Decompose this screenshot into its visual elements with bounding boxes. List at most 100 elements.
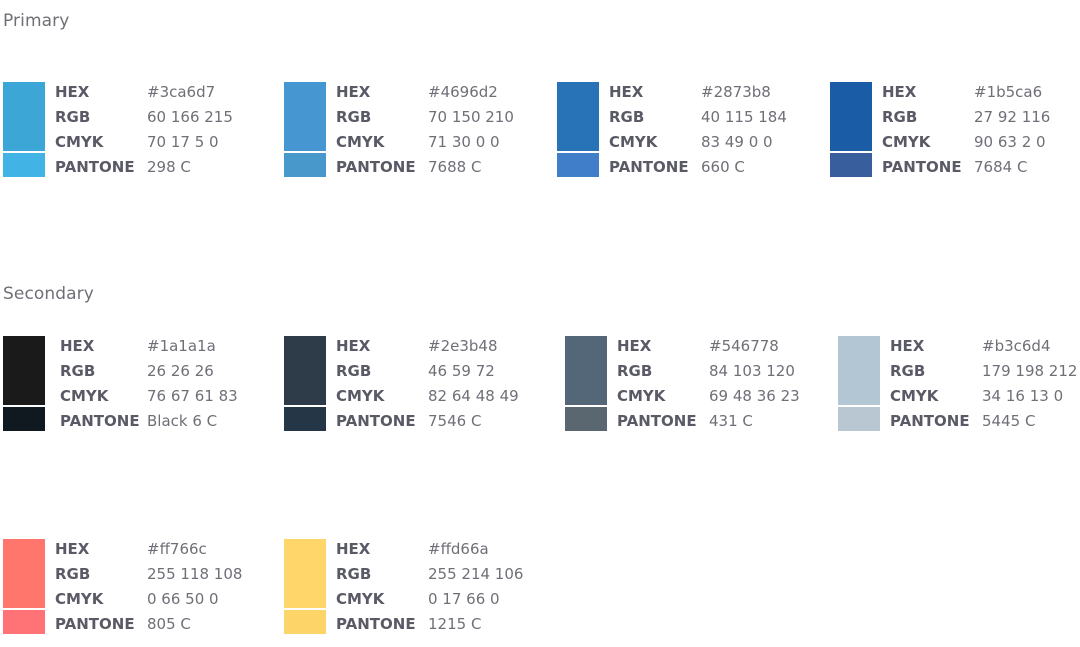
- pantone-value: Black 6 C: [147, 412, 218, 430]
- hex-value: #1a1a1a: [147, 337, 216, 355]
- color-spec-primary-2: HEX #4696d2 RGB 70 150 210 CMYK 71 30 0 0 PANT…: [284, 82, 544, 177]
- color-swatch: [557, 82, 599, 151]
- color-swatch: [3, 539, 45, 608]
- color-swatch: [284, 82, 326, 151]
- color-swatch: [565, 336, 607, 405]
- pantone-value: 660 C: [701, 158, 745, 176]
- cmyk-label: CMYK: [882, 133, 931, 151]
- pantone-label: PANTONE: [336, 412, 416, 430]
- pantone-value: 431 C: [709, 412, 753, 430]
- rgb-value: 255 118 108: [147, 565, 243, 583]
- cmyk-value: 34 16 13 0: [982, 387, 1064, 405]
- color-swatch: [838, 336, 880, 405]
- color-swatch: [830, 82, 872, 151]
- hex-value: #546778: [709, 337, 779, 355]
- color-spec-secondary-4: HEX #b3c6d4 RGB 179 198 212 CMYK 34 16 13 0 PA…: [838, 336, 1080, 431]
- color-spec-primary-4: HEX #1b5ca6 RGB 27 92 116 CMYK 90 63 2 0 PANTO…: [830, 82, 1080, 177]
- rgb-value: 27 92 116: [974, 108, 1051, 126]
- cmyk-label: CMYK: [336, 590, 385, 608]
- hex-label: HEX: [336, 337, 371, 355]
- hex-label: HEX: [60, 337, 95, 355]
- color-spec-accent-1: HEX #ff766c RGB 255 118 108 CMYK 0 66 50 0 PAN…: [3, 539, 263, 634]
- pantone-swatch: [830, 153, 872, 177]
- rgb-value: 40 115 184: [701, 108, 787, 126]
- cmyk-value: 70 17 5 0: [147, 133, 219, 151]
- rgb-value: 46 59 72: [428, 362, 495, 380]
- hex-value: #3ca6d7: [147, 83, 216, 101]
- pantone-value: 7688 C: [428, 158, 482, 176]
- hex-label: HEX: [882, 83, 917, 101]
- rgb-value: 84 103 120: [709, 362, 795, 380]
- cmyk-label: CMYK: [55, 590, 104, 608]
- rgb-value: 179 198 212: [982, 362, 1078, 380]
- hex-value: #2e3b48: [428, 337, 498, 355]
- cmyk-value: 76 67 61 83: [147, 387, 238, 405]
- cmyk-value: 0 17 66 0: [428, 590, 500, 608]
- hex-value: #1b5ca6: [974, 83, 1043, 101]
- pantone-swatch: [3, 407, 45, 431]
- color-spec-primary-3: HEX #2873b8 RGB 40 115 184 CMYK 83 49 0 0 PANT…: [557, 82, 817, 177]
- pantone-swatch: [557, 153, 599, 177]
- cmyk-label: CMYK: [617, 387, 666, 405]
- color-spec-secondary-1: HEX #1a1a1a RGB 26 26 26 CMYK 76 67 61 83 PANT…: [3, 336, 263, 431]
- color-swatch: [284, 336, 326, 405]
- cmyk-value: 0 66 50 0: [147, 590, 219, 608]
- rgb-label: RGB: [336, 565, 372, 583]
- color-spec-secondary-2: HEX #2e3b48 RGB 46 59 72 CMYK 82 64 48 49 PANT…: [284, 336, 544, 431]
- cmyk-label: CMYK: [60, 387, 109, 405]
- cmyk-label: CMYK: [55, 133, 104, 151]
- hex-label: HEX: [617, 337, 652, 355]
- rgb-value: 255 214 106: [428, 565, 524, 583]
- hex-label: HEX: [890, 337, 925, 355]
- pantone-label: PANTONE: [55, 158, 135, 176]
- pantone-swatch: [3, 153, 45, 177]
- hex-value: #ff766c: [147, 540, 207, 558]
- color-swatch: [3, 336, 45, 405]
- hex-value: #4696d2: [428, 83, 498, 101]
- rgb-value: 26 26 26: [147, 362, 214, 380]
- color-spec-secondary-3: HEX #546778 RGB 84 103 120 CMYK 69 48 36 23 PA…: [565, 336, 825, 431]
- cmyk-label: CMYK: [336, 133, 385, 151]
- rgb-label: RGB: [55, 108, 91, 126]
- hex-label: HEX: [55, 83, 90, 101]
- rgb-label: RGB: [617, 362, 653, 380]
- pantone-label: PANTONE: [336, 615, 416, 633]
- cmyk-label: CMYK: [890, 387, 939, 405]
- pantone-label: PANTONE: [336, 158, 416, 176]
- color-swatch: [3, 82, 45, 151]
- pantone-value: 298 C: [147, 158, 191, 176]
- secondary-section-title: Secondary: [3, 284, 94, 304]
- pantone-label: PANTONE: [60, 412, 140, 430]
- color-swatch: [284, 539, 326, 608]
- rgb-label: RGB: [882, 108, 918, 126]
- pantone-swatch: [565, 407, 607, 431]
- pantone-swatch: [284, 153, 326, 177]
- cmyk-value: 82 64 48 49: [428, 387, 519, 405]
- pantone-value: 7684 C: [974, 158, 1028, 176]
- rgb-label: RGB: [336, 362, 372, 380]
- rgb-label: RGB: [890, 362, 926, 380]
- pantone-value: 5445 C: [982, 412, 1036, 430]
- hex-value: #b3c6d4: [982, 337, 1051, 355]
- rgb-label: RGB: [609, 108, 645, 126]
- pantone-label: PANTONE: [890, 412, 970, 430]
- pantone-swatch: [284, 610, 326, 634]
- pantone-label: PANTONE: [617, 412, 697, 430]
- primary-section-title: Primary: [3, 11, 70, 31]
- pantone-value: 7546 C: [428, 412, 482, 430]
- pantone-label: PANTONE: [882, 158, 962, 176]
- hex-label: HEX: [609, 83, 644, 101]
- rgb-value: 70 150 210: [428, 108, 514, 126]
- rgb-label: RGB: [55, 565, 91, 583]
- hex-value: #2873b8: [701, 83, 771, 101]
- pantone-label: PANTONE: [55, 615, 135, 633]
- rgb-value: 60 166 215: [147, 108, 233, 126]
- color-spec-accent-2: HEX #ffd66a RGB 255 214 106 CMYK 0 17 66 0 PAN…: [284, 539, 544, 634]
- rgb-label: RGB: [336, 108, 372, 126]
- cmyk-value: 71 30 0 0: [428, 133, 500, 151]
- pantone-swatch: [838, 407, 880, 431]
- hex-label: HEX: [336, 83, 371, 101]
- pantone-label: PANTONE: [609, 158, 689, 176]
- hex-label: HEX: [55, 540, 90, 558]
- cmyk-label: CMYK: [609, 133, 658, 151]
